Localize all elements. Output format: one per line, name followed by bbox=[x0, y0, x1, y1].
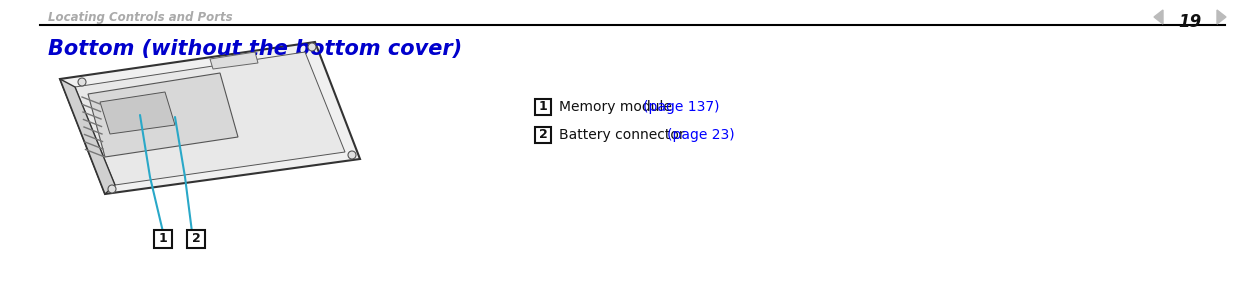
Polygon shape bbox=[1216, 10, 1226, 24]
Bar bbox=[187, 230, 205, 248]
Text: 1: 1 bbox=[159, 232, 167, 246]
Text: (page 137): (page 137) bbox=[644, 100, 719, 114]
Text: Bottom (without the bottom cover): Bottom (without the bottom cover) bbox=[48, 39, 463, 59]
Text: 1: 1 bbox=[538, 100, 547, 114]
Bar bbox=[534, 127, 551, 143]
Text: Battery connector: Battery connector bbox=[559, 128, 689, 142]
Text: 2: 2 bbox=[192, 232, 201, 246]
Text: (page 23): (page 23) bbox=[667, 128, 734, 142]
Circle shape bbox=[108, 185, 117, 193]
Text: Memory module: Memory module bbox=[559, 100, 676, 114]
Polygon shape bbox=[100, 92, 175, 134]
Circle shape bbox=[348, 151, 356, 159]
Polygon shape bbox=[60, 42, 360, 194]
Bar bbox=[154, 230, 172, 248]
Polygon shape bbox=[1154, 10, 1163, 24]
Polygon shape bbox=[60, 79, 115, 194]
Polygon shape bbox=[88, 73, 238, 157]
Bar bbox=[534, 99, 551, 115]
Text: 19: 19 bbox=[1178, 13, 1202, 31]
Polygon shape bbox=[210, 52, 258, 69]
Polygon shape bbox=[74, 52, 345, 185]
Circle shape bbox=[78, 78, 86, 86]
Text: 2: 2 bbox=[538, 129, 547, 142]
Text: Locating Controls and Ports: Locating Controls and Ports bbox=[48, 11, 233, 24]
Circle shape bbox=[308, 43, 316, 51]
